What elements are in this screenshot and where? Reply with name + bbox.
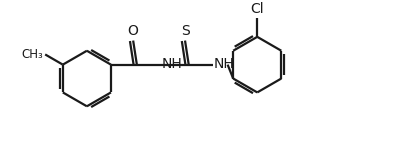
- Text: O: O: [128, 24, 139, 38]
- Text: NH: NH: [162, 57, 183, 71]
- Text: CH₃: CH₃: [21, 48, 43, 61]
- Text: NH: NH: [214, 57, 234, 71]
- Text: Cl: Cl: [250, 2, 264, 16]
- Text: S: S: [181, 24, 189, 38]
